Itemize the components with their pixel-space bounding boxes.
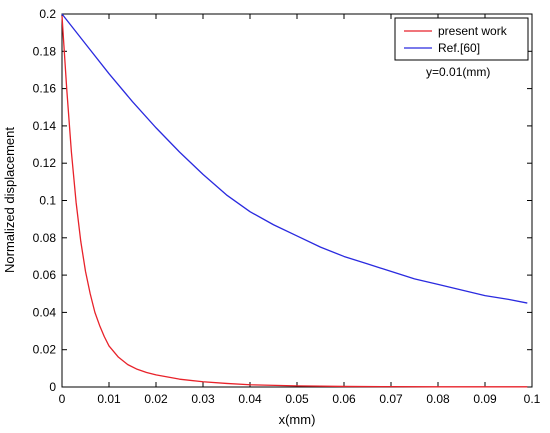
series-line-present-work	[61, 15, 528, 388]
y-tick-label: 0.08	[33, 231, 57, 245]
x-tick-label: 0.05	[285, 392, 309, 406]
legend: present work Ref.[60]	[394, 17, 529, 61]
series-lines	[61, 13, 528, 388]
y-tick-label: 0.12	[33, 156, 57, 170]
y-tick-label: 0.02	[33, 343, 57, 357]
y-axis-label: Normalized displacement	[2, 127, 17, 273]
y-tick-label: 0.1	[39, 194, 56, 208]
y-tick-label: 0.14	[33, 119, 57, 133]
y-tick-label: 0.18	[33, 44, 57, 58]
x-tick-label: 0.04	[238, 392, 262, 406]
x-tick-label: 0.1	[524, 392, 541, 406]
annotation-y-value: y=0.01(mm)	[426, 65, 490, 79]
y-tick-label: 0.04	[33, 305, 57, 319]
y-tick-label: 0.06	[33, 268, 57, 282]
y-tick-label: 0	[49, 380, 56, 394]
y-tick-label: 0.16	[33, 82, 57, 96]
series-line-ref-60	[61, 13, 528, 304]
x-tick-label: 0.08	[426, 392, 450, 406]
x-tick-label: 0.02	[144, 392, 168, 406]
x-tick-label: 0.03	[191, 392, 215, 406]
x-tick-label: 0.07	[379, 392, 403, 406]
legend-label-present-work: present work	[438, 24, 508, 38]
legend-box	[394, 17, 529, 61]
y-tick-label: 0.2	[39, 7, 56, 21]
x-tick-label: 0.06	[332, 392, 356, 406]
x-tick-label: 0	[59, 392, 66, 406]
x-tick-label: 0.09	[473, 392, 497, 406]
x-tick-label: 0.01	[97, 392, 121, 406]
x-axis-label: x(mm)	[279, 412, 316, 427]
legend-label-ref-60: Ref.[60]	[438, 41, 480, 55]
axis-ticks: 0 0.01 0.02 0.03 0.04 0.05 0.06 0.07 0.08 0.09 0.1…	[33, 7, 541, 406]
plot-area	[61, 13, 533, 388]
